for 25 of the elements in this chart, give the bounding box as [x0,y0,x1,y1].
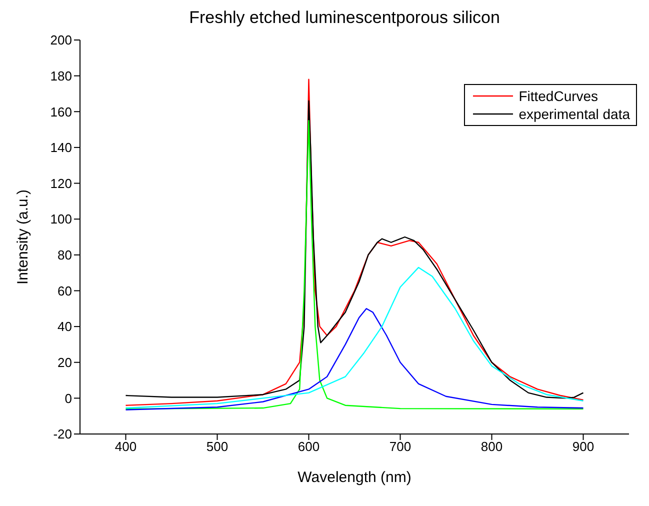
line-series [125,266,584,409]
x-tick-label: 900 [572,439,594,454]
y-tick-label: 200 [50,32,72,48]
x-tick-label: 400 [114,439,137,454]
y-tick-label: 180 [50,68,72,84]
y-tick-label: 120 [50,176,72,191]
y-tick-label: 20 [58,354,72,370]
y-tick-label: -20 [53,426,72,442]
y-tick-label: 0 [64,390,72,406]
line-series [125,308,584,410]
y-tick-label: 160 [50,104,72,120]
y-tick-label: 100 [50,212,72,227]
y-axis-title: Intensity (a.u.) [14,189,32,285]
y-tick-label: 80 [58,248,72,263]
y-tick-label: 40 [58,319,72,334]
y-tick-label: 60 [58,283,72,298]
y-tick-label: 140 [50,140,72,156]
legend-label: experimental data [518,105,630,123]
legend-label: FittedCurves [518,87,598,105]
x-tick-label: 600 [298,439,320,454]
x-axis-title: Wavelength (nm) [298,469,412,486]
x-tick-label: 800 [480,439,503,454]
chart-title: Freshly etched luminescentporous silicon [188,8,501,29]
x-tick-label: 500 [206,439,228,454]
x-tick-label: 700 [389,439,412,454]
